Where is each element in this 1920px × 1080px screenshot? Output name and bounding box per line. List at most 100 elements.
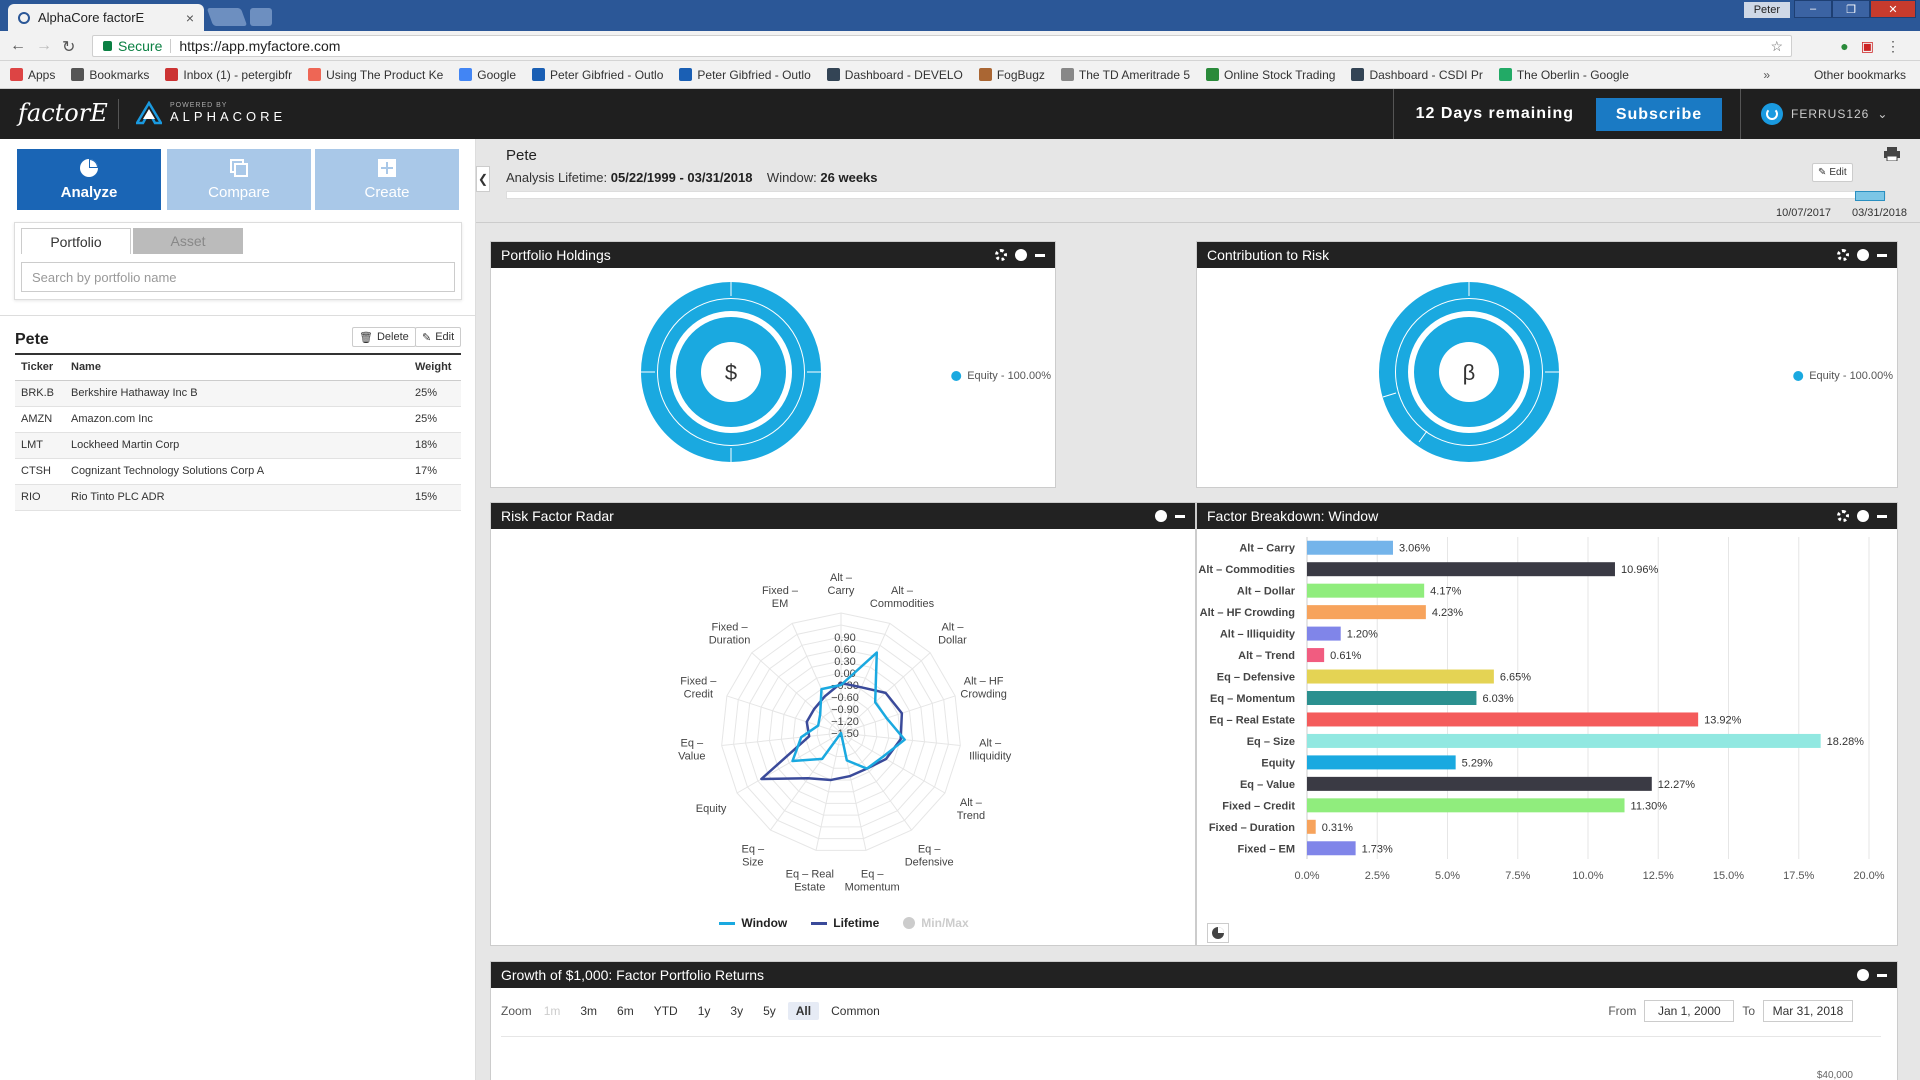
table-row[interactable]: BRK.B Berkshire Hathaway Inc B 25% bbox=[15, 380, 461, 407]
chevron-down-icon[interactable]: ⌄ bbox=[1877, 107, 1889, 121]
new-tab-button[interactable] bbox=[206, 8, 248, 26]
bookmark-item[interactable]: Using The Product Ke bbox=[308, 68, 443, 82]
minimize-panel-icon[interactable] bbox=[1877, 253, 1887, 257]
table-row[interactable]: RIO Rio Tinto PLC ADR 15% bbox=[15, 484, 461, 511]
bookmark-item[interactable]: Online Stock Trading bbox=[1206, 68, 1335, 82]
extension-pdf-icon[interactable]: ▣ bbox=[1860, 38, 1874, 54]
bookmark-item[interactable]: Bookmarks bbox=[71, 68, 149, 82]
table-row[interactable]: AMZN Amazon.com Inc 25% bbox=[15, 406, 461, 433]
bookmark-item[interactable]: Peter Gibfried - Outlo bbox=[532, 68, 663, 82]
table-row[interactable]: CTSH Cognizant Technology Solutions Corp … bbox=[15, 458, 461, 485]
info-icon[interactable] bbox=[1857, 969, 1869, 981]
bar[interactable] bbox=[1307, 819, 1316, 834]
table-row[interactable]: LMT Lockheed Martin Corp 18% bbox=[15, 432, 461, 459]
edit-window-button[interactable]: ✎ Edit bbox=[1812, 163, 1853, 182]
browser-tab[interactable]: AlphaCore factorE × bbox=[8, 4, 204, 31]
zoom-button[interactable]: All bbox=[787, 1002, 820, 1020]
zoom-button[interactable]: 3y bbox=[730, 1004, 744, 1018]
restore-icon[interactable]: ❐ bbox=[1832, 0, 1870, 18]
minimize-panel-icon[interactable] bbox=[1877, 514, 1887, 518]
bar[interactable] bbox=[1307, 583, 1425, 598]
window-user-badge[interactable]: Peter bbox=[1743, 2, 1790, 18]
zoom-button[interactable]: Common bbox=[831, 1004, 880, 1018]
chart-type-toggle-icon[interactable] bbox=[1207, 923, 1229, 943]
bar[interactable] bbox=[1307, 691, 1477, 705]
tab-close-icon[interactable]: × bbox=[185, 9, 194, 26]
col-weight[interactable]: Weight bbox=[409, 353, 461, 381]
bar[interactable] bbox=[1307, 540, 1393, 555]
bookmark-item[interactable]: Dashboard - CSDI Pr bbox=[1351, 68, 1483, 82]
edit-portfolio-button[interactable]: ✎ Edit bbox=[415, 327, 462, 347]
holdings-legend[interactable]: Equity - 100.00% bbox=[951, 370, 1051, 382]
bar[interactable] bbox=[1307, 562, 1615, 577]
analysis-timeline[interactable] bbox=[506, 191, 1886, 201]
delete-portfolio-button[interactable]: 🗑 Delete bbox=[352, 327, 416, 347]
zoom-button[interactable]: 5y bbox=[763, 1004, 776, 1018]
back-icon[interactable]: ← bbox=[10, 37, 26, 54]
factore-logo[interactable]: factorE bbox=[18, 99, 108, 127]
to-date-input[interactable]: Mar 31, 2018 bbox=[1763, 1000, 1853, 1022]
radar-legend-item[interactable]: Window bbox=[719, 916, 787, 930]
bookmark-item[interactable]: FogBugz bbox=[978, 68, 1045, 82]
radar-series-window[interactable] bbox=[791, 651, 906, 770]
url-input[interactable]: Secure https://app.myfactore.com ☆ bbox=[92, 35, 1792, 57]
minimize-panel-icon[interactable] bbox=[1035, 253, 1045, 257]
window-slider-handle[interactable] bbox=[1855, 191, 1885, 201]
bar[interactable] bbox=[1307, 626, 1341, 641]
window-close-icon[interactable]: ✕ bbox=[1870, 0, 1916, 18]
gear-icon[interactable] bbox=[995, 249, 1007, 261]
radar-series-lifetime[interactable] bbox=[760, 681, 904, 782]
bar[interactable] bbox=[1307, 798, 1625, 813]
other-bookmarks[interactable]: Other bookmarks bbox=[1808, 68, 1906, 82]
bar[interactable] bbox=[1307, 776, 1652, 791]
power-icon[interactable] bbox=[1761, 103, 1783, 125]
radar-legend-item[interactable]: Lifetime bbox=[811, 916, 879, 930]
info-icon[interactable] bbox=[1155, 510, 1167, 522]
bookmark-item[interactable]: Peter Gibfried - Outlo bbox=[679, 68, 811, 82]
forward-icon[interactable]: → bbox=[36, 37, 52, 54]
minimize-icon[interactable]: – bbox=[1794, 0, 1832, 18]
zoom-button[interactable]: 1m bbox=[543, 1004, 561, 1018]
zoom-button[interactable]: 1y bbox=[697, 1004, 711, 1018]
secure-indicator[interactable]: Secure bbox=[103, 38, 162, 54]
bar[interactable] bbox=[1307, 605, 1426, 620]
subscribe-button[interactable]: Subscribe bbox=[1596, 98, 1722, 131]
zoom-button[interactable]: 3m bbox=[580, 1004, 598, 1018]
portfolio-search-input[interactable]: Search by portfolio name bbox=[21, 262, 455, 292]
bookmark-item[interactable]: The Oberlin - Google bbox=[1498, 68, 1629, 82]
info-icon[interactable] bbox=[1015, 249, 1027, 261]
gear-icon[interactable] bbox=[1837, 510, 1849, 522]
minimize-panel-icon[interactable] bbox=[1877, 973, 1887, 977]
tab-portfolio[interactable]: Portfolio bbox=[21, 228, 131, 254]
factor-bar-chart[interactable]: 0.0% 2.5% 5.0% 7.5% 10.0% 12.5% 15.0% 17.5% 20.0… bbox=[1197, 529, 1897, 919]
info-icon[interactable] bbox=[1857, 510, 1869, 522]
collapse-left-icon[interactable]: ❮ bbox=[476, 166, 490, 192]
bar[interactable] bbox=[1307, 733, 1821, 748]
bookmark-item[interactable]: Inbox (1) - petergibfr bbox=[165, 68, 292, 82]
tab-asset[interactable]: Asset bbox=[133, 228, 243, 254]
create-button[interactable]: Create bbox=[315, 149, 459, 210]
gear-icon[interactable] bbox=[1837, 249, 1849, 261]
bookmark-item[interactable]: Dashboard - DEVELO bbox=[826, 68, 963, 82]
print-icon[interactable] bbox=[1884, 147, 1900, 161]
minimize-panel-icon[interactable] bbox=[1175, 514, 1185, 518]
bar[interactable] bbox=[1307, 841, 1356, 856]
bookmark-item[interactable]: The TD Ameritrade 5 bbox=[1060, 68, 1190, 82]
col-name[interactable]: Name bbox=[65, 353, 409, 381]
reload-icon[interactable]: ↻ bbox=[62, 39, 76, 56]
zoom-button[interactable]: YTD bbox=[653, 1004, 678, 1018]
bookmark-item[interactable]: Google bbox=[459, 68, 516, 82]
bar[interactable] bbox=[1307, 648, 1325, 663]
bookmark-item[interactable]: Apps bbox=[10, 68, 55, 82]
risk-legend[interactable]: Equity - 100.00% bbox=[1793, 370, 1893, 382]
holdings-donut[interactable]: $ bbox=[641, 282, 821, 462]
extension-green-icon[interactable]: ● bbox=[1840, 38, 1849, 54]
compare-button[interactable]: Compare bbox=[167, 149, 311, 210]
user-menu[interactable]: FERRUS126 ⌄ bbox=[1740, 89, 1920, 139]
bookmark-star-icon[interactable]: ☆ bbox=[1770, 37, 1783, 54]
col-ticker[interactable]: Ticker bbox=[15, 353, 65, 381]
from-date-input[interactable]: Jan 1, 2000 bbox=[1644, 1000, 1735, 1022]
bookmarks-overflow-icon[interactable]: » bbox=[1763, 67, 1770, 82]
radar-legend-item[interactable]: Min/Max bbox=[903, 916, 969, 930]
